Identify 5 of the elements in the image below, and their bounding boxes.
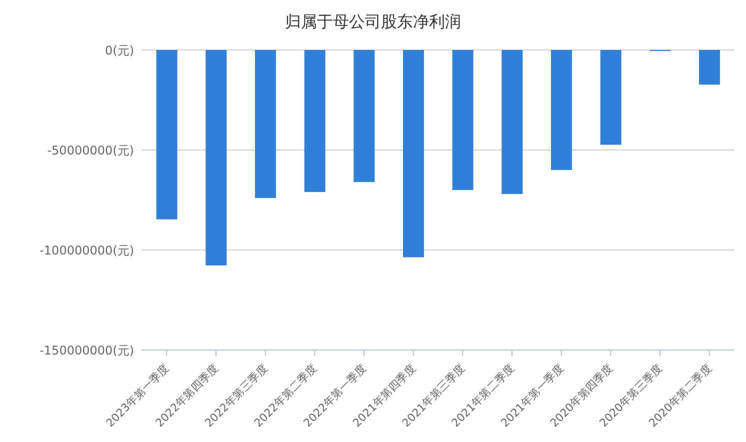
y-tick-label: -100000000(元) — [40, 243, 134, 258]
y-tick-label: 0(元) — [105, 43, 134, 58]
chart-title: 归属于母公司股东净利润 — [284, 12, 462, 33]
y-tick-label: -50000000(元) — [47, 143, 134, 158]
y-tick-label: -150000000(元) — [40, 343, 134, 358]
